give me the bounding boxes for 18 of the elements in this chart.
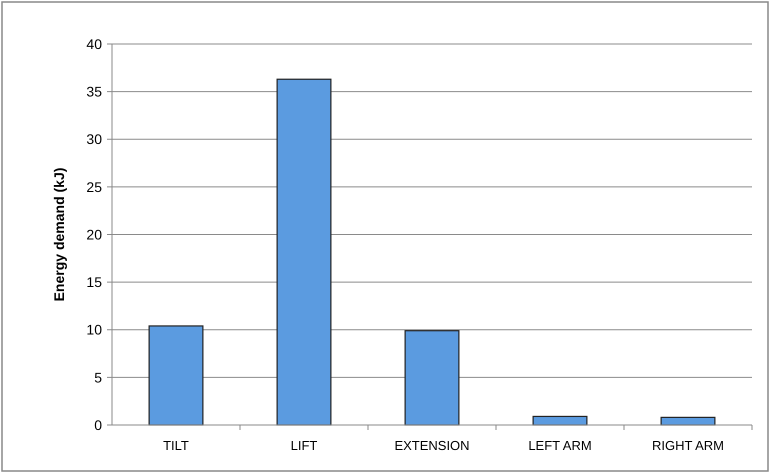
y-tick-label: 20 [86, 226, 102, 242]
x-tick-label: EXTENSION [394, 438, 470, 453]
x-tick-label: RIGHT ARM [652, 438, 724, 453]
y-tick-label: 0 [94, 416, 102, 433]
y-tick-label: 15 [86, 274, 102, 290]
bar [276, 78, 332, 426]
y-tick-label: 5 [94, 369, 102, 386]
y-tick-label: 30 [86, 131, 102, 148]
y-tick-label: 40 [86, 36, 102, 52]
bar [404, 330, 460, 426]
y-tick-label: 10 [86, 322, 102, 338]
y-axis-title: Energy demand (kJ) [51, 168, 67, 302]
bar [148, 325, 204, 426]
y-tick-label: 25 [86, 178, 102, 195]
x-tick-label: LIFT [290, 438, 318, 453]
x-tick-label: LEFT ARM [528, 438, 592, 453]
y-tick-label: 35 [86, 84, 102, 100]
x-tick-label: TILT [163, 438, 189, 453]
